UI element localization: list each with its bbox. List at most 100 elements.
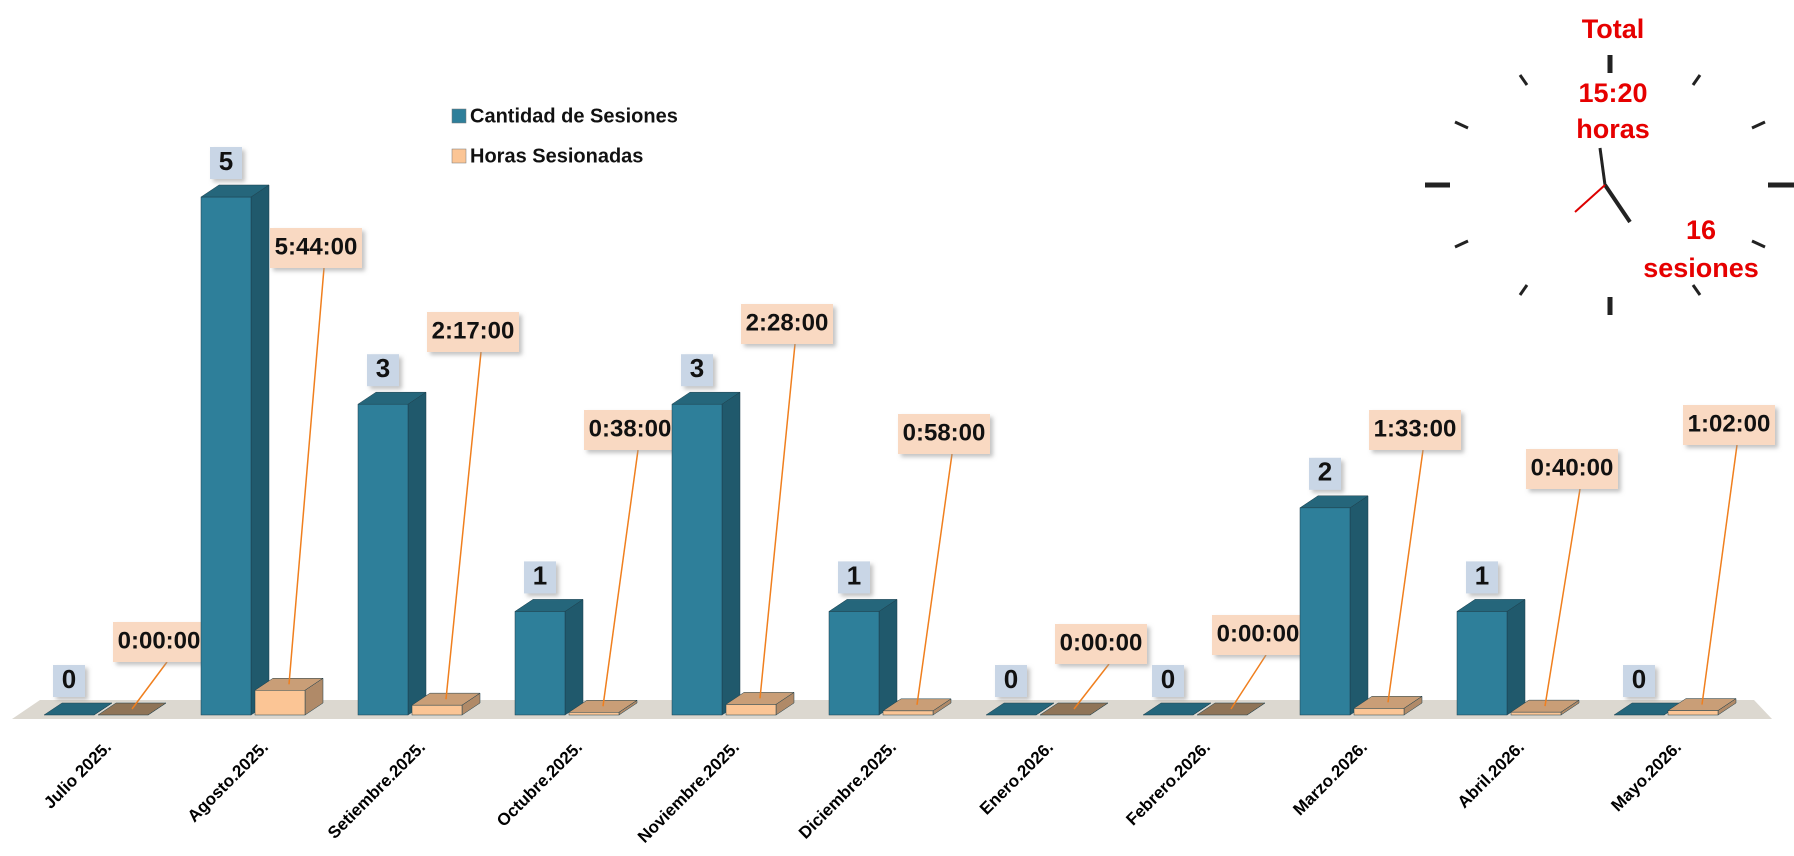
bar bbox=[1142, 702, 1212, 716]
value-label-box bbox=[113, 622, 205, 662]
bar-top bbox=[1299, 495, 1369, 509]
value-label: 1 bbox=[847, 560, 861, 590]
bar-front bbox=[254, 690, 306, 716]
leader-line bbox=[1073, 663, 1110, 710]
bar bbox=[43, 702, 113, 716]
value-label: 0:00:00 bbox=[118, 627, 201, 654]
bar-side bbox=[564, 598, 584, 716]
bar-front bbox=[411, 704, 463, 716]
value-label-box bbox=[1683, 405, 1775, 445]
bar-front bbox=[514, 611, 566, 716]
bar bbox=[514, 598, 584, 716]
value-label: 0 bbox=[1161, 664, 1175, 694]
value-label: 0:38:00 bbox=[589, 415, 672, 442]
legend-swatch bbox=[451, 108, 467, 124]
value-label: 1:33:00 bbox=[1374, 415, 1457, 442]
value-label: 0:58:00 bbox=[903, 419, 986, 446]
value-label: 0 bbox=[1632, 664, 1646, 694]
x-tick-label: Enero.2026. bbox=[976, 738, 1057, 819]
value-label: 5:44:00 bbox=[275, 233, 358, 260]
bar-top bbox=[828, 599, 898, 612]
value-label-box bbox=[1369, 410, 1461, 450]
leader-line bbox=[131, 661, 168, 710]
leader-line bbox=[916, 453, 953, 705]
bar-front bbox=[1510, 711, 1562, 716]
bar-side bbox=[1349, 495, 1369, 716]
x-tick-label: Febrero.2026. bbox=[1122, 738, 1214, 830]
total-sessions: 16 bbox=[1686, 215, 1716, 245]
bar-top bbox=[200, 184, 270, 198]
value-label: 0 bbox=[62, 664, 76, 694]
x-tick-label: Abril.2026. bbox=[1454, 738, 1528, 812]
value-label-box bbox=[524, 561, 556, 594]
x-tick-label: Setiembre.2025. bbox=[324, 738, 429, 843]
x-tick-label: Julio 2025. bbox=[40, 738, 115, 813]
bar-front bbox=[1456, 611, 1508, 716]
legend-label: Cantidad de Sesiones bbox=[470, 105, 678, 127]
bar-front bbox=[725, 704, 777, 716]
bar bbox=[1299, 495, 1369, 716]
leader-line bbox=[288, 267, 325, 685]
leader-line bbox=[1701, 444, 1738, 705]
leader-line bbox=[1230, 654, 1267, 710]
value-label-box bbox=[1055, 624, 1147, 664]
bar bbox=[671, 391, 741, 716]
total-hours: 15:20 bbox=[1578, 78, 1647, 108]
legend-swatch bbox=[451, 148, 467, 164]
value-label: 2:17:00 bbox=[432, 317, 515, 344]
bar-top bbox=[514, 599, 584, 612]
bar-side bbox=[721, 391, 741, 716]
bar-side bbox=[878, 598, 898, 716]
bar-front bbox=[568, 712, 620, 716]
bar-front bbox=[357, 403, 409, 716]
x-tick-label: Octubre.2025. bbox=[493, 738, 586, 831]
value-label: 3 bbox=[376, 353, 390, 383]
value-label-box bbox=[1309, 457, 1341, 490]
value-label-box bbox=[838, 561, 870, 594]
x-tick-label: Noviembre.2025. bbox=[634, 738, 743, 847]
bar-front bbox=[671, 403, 723, 716]
value-label-box bbox=[1212, 615, 1304, 655]
value-label-box bbox=[367, 354, 399, 387]
value-label-box bbox=[1623, 665, 1655, 697]
bar-front bbox=[200, 196, 252, 716]
leader-line bbox=[1544, 488, 1581, 707]
total-title: Total bbox=[1582, 14, 1645, 44]
bar-top bbox=[43, 702, 113, 716]
bar-front bbox=[1353, 708, 1405, 716]
leader-line bbox=[602, 449, 639, 707]
value-label-box bbox=[1466, 561, 1498, 594]
value-label: 2:28:00 bbox=[746, 309, 829, 336]
value-label: 1 bbox=[533, 560, 547, 590]
bar-top bbox=[1456, 599, 1526, 612]
bar-top bbox=[357, 391, 427, 405]
total-sessions-unit: sesiones bbox=[1643, 253, 1759, 283]
total-hours-unit: horas bbox=[1576, 114, 1650, 144]
leader-line bbox=[759, 343, 796, 699]
value-label: 5 bbox=[219, 146, 233, 176]
value-label: 3 bbox=[690, 353, 704, 383]
bar bbox=[200, 184, 270, 716]
value-label: 1 bbox=[1475, 560, 1489, 590]
value-label: 0:00:00 bbox=[1217, 620, 1300, 647]
bar-side bbox=[1506, 598, 1526, 716]
bar bbox=[1456, 598, 1526, 716]
bar-top bbox=[1142, 702, 1212, 716]
value-label: 2 bbox=[1318, 457, 1332, 487]
x-tick-label: Mayo.2026. bbox=[1607, 738, 1685, 816]
value-label-box bbox=[53, 665, 85, 697]
bar-top bbox=[985, 702, 1055, 716]
bar-side bbox=[407, 391, 427, 716]
bar-side bbox=[250, 184, 270, 716]
value-label-box bbox=[995, 665, 1027, 697]
clock bbox=[1425, 55, 1794, 315]
x-tick-label: Diciembre.2025. bbox=[795, 738, 900, 843]
bar-front bbox=[1299, 507, 1351, 716]
leader-line bbox=[1387, 449, 1424, 703]
value-label-box bbox=[1152, 665, 1184, 697]
value-label-box bbox=[427, 312, 519, 352]
bar bbox=[828, 598, 898, 716]
bar-front bbox=[882, 710, 934, 716]
value-label-box bbox=[584, 410, 676, 450]
